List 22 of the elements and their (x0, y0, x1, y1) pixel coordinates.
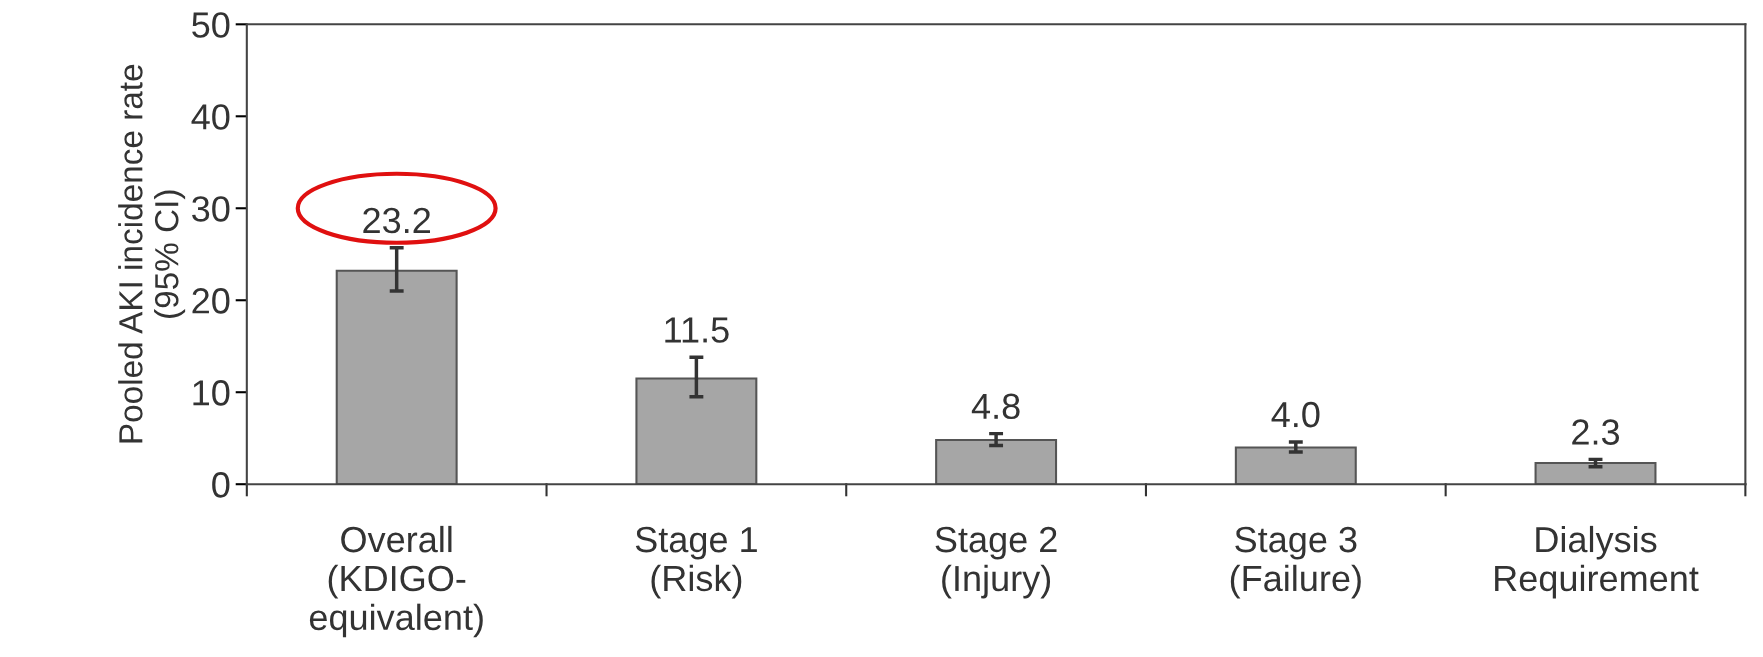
data-label: 11.5 (665, 317, 729, 343)
y-tick-label: 40 (191, 104, 230, 130)
data-label: 4.8 (971, 393, 1020, 420)
data-label: 23.2 (363, 207, 431, 234)
y-tick-label: 20 (192, 288, 230, 314)
y-tick-label: 0 (212, 472, 230, 498)
x-tick-label: Dialysis Requirement (1495, 525, 1699, 599)
data-label: 2.3 (1572, 419, 1620, 445)
data-label: 4.0 (1271, 401, 1320, 428)
x-tick-label: Overall (KDIGO- equivalent) (309, 525, 483, 638)
bar (935, 439, 1058, 485)
y-tick-label: 30 (192, 196, 230, 222)
bar (335, 269, 458, 485)
y-tick-label: 10 (193, 380, 230, 406)
y-axis-title: Pooled AKI incidence rate (95% CI) (118, 64, 186, 443)
x-tick-label: Stage 2 (Injury) (935, 526, 1057, 599)
x-tick-label: Stage 1 (Risk) (635, 526, 757, 599)
y-tick-label: 50 (192, 12, 230, 38)
bar (1234, 446, 1357, 485)
x-tick-label: Stage 3 (Failure) (1230, 526, 1361, 599)
bar (635, 377, 758, 485)
bar (1534, 462, 1657, 485)
